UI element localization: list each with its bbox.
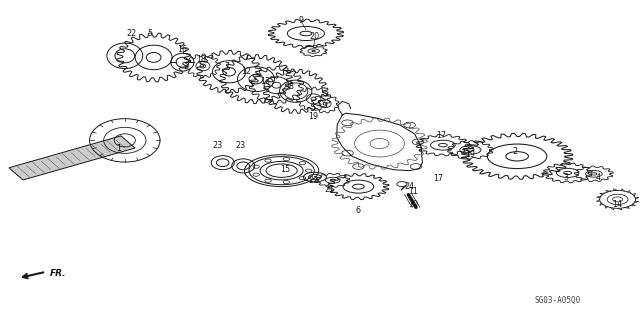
Text: 23: 23 — [212, 141, 223, 150]
Text: 24: 24 — [404, 182, 415, 191]
Text: 4: 4 — [596, 173, 601, 182]
Text: 8: 8 — [289, 82, 294, 91]
Text: 19: 19 — [465, 150, 476, 159]
Text: 21: 21 — [324, 185, 335, 194]
Text: SG03-A05Q0: SG03-A05Q0 — [534, 296, 580, 305]
Text: 5: 5 — [148, 29, 153, 38]
Text: 1: 1 — [116, 144, 121, 153]
Text: 14: 14 — [612, 200, 623, 209]
Text: 23: 23 — [235, 141, 245, 150]
Text: 3: 3 — [564, 173, 569, 182]
Text: 2: 2 — [513, 147, 518, 156]
Polygon shape — [9, 136, 135, 180]
Text: 22: 22 — [126, 29, 136, 38]
Text: 20: 20 — [310, 32, 320, 41]
Text: 17: 17 — [433, 174, 444, 183]
Text: 13: 13 — [260, 77, 271, 86]
Text: 18: 18 — [196, 55, 207, 63]
Text: 16: 16 — [177, 45, 188, 54]
Text: 6: 6 — [356, 206, 361, 215]
Text: 7: 7 — [225, 63, 230, 71]
Text: 15: 15 — [280, 165, 290, 174]
Text: 17: 17 — [436, 131, 447, 140]
Text: 11: 11 — [408, 187, 418, 196]
Text: 12: 12 — [241, 67, 252, 76]
Text: FR.: FR. — [50, 269, 67, 278]
Text: 10: 10 — [408, 200, 418, 209]
Text: 22: 22 — [308, 176, 319, 185]
Text: 9: 9 — [298, 16, 303, 25]
Text: 19: 19 — [308, 112, 319, 121]
